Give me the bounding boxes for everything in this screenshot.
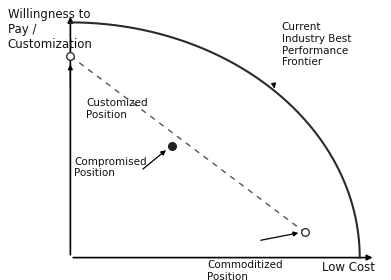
Text: Customized
Position: Customized Position <box>86 98 148 120</box>
Text: Current
Industry Best
Performance
Frontier: Current Industry Best Performance Fronti… <box>282 22 351 67</box>
Text: Compromised
Position: Compromised Position <box>74 157 147 178</box>
Text: Willingness to
Pay /
Customization: Willingness to Pay / Customization <box>8 8 93 52</box>
Text: Commoditized
Position: Commoditized Position <box>207 260 283 280</box>
Text: Low Cost: Low Cost <box>322 262 375 274</box>
